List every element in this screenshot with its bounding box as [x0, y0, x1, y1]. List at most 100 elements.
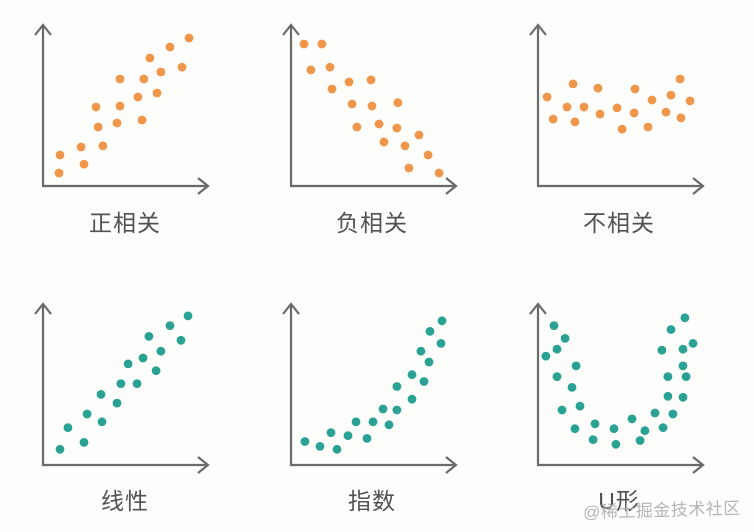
scatter-dot — [378, 404, 388, 414]
scatter-dot — [627, 414, 637, 424]
scatter-dot — [144, 332, 154, 341]
scatter-dot — [640, 426, 650, 436]
scatter-plot-u-shape — [529, 302, 705, 474]
chart-title-u-shape: U形 — [598, 488, 640, 514]
scatter-plot-linear — [34, 302, 210, 474]
scatter-dot — [306, 65, 316, 75]
scatter-dot — [416, 346, 426, 356]
scatter-cell-positive-correlation — [25, 16, 255, 196]
scatter-dot — [115, 74, 125, 84]
scatter-dot — [570, 424, 580, 434]
scatter-dot — [116, 379, 126, 388]
scatter-dot — [562, 102, 572, 112]
scatter-dot — [299, 39, 309, 49]
scatter-dot — [423, 150, 433, 160]
scatter-dot — [549, 321, 559, 330]
scatter-dot — [96, 390, 106, 399]
scatter-plot-negative-correlation — [282, 23, 458, 195]
scatter-dot — [343, 431, 353, 440]
scatter-dot — [434, 168, 444, 178]
scatter-dot — [79, 438, 89, 447]
scatter-dot — [112, 118, 122, 128]
y-axis-arrow-icon — [34, 302, 52, 315]
scatter-dot — [79, 159, 89, 169]
scatter-dot — [609, 424, 619, 434]
scatter-dot — [590, 419, 600, 429]
scatter-dot — [327, 84, 337, 94]
scatter-dot — [552, 344, 562, 354]
scatter-dot — [112, 398, 122, 408]
scatter-dot — [326, 428, 336, 437]
scatter-dot — [145, 53, 155, 63]
scatter-dot — [351, 417, 361, 427]
scatter-dot — [570, 117, 580, 127]
scatter-cell-negative-correlation — [273, 16, 503, 196]
y-axis-arrow-icon — [282, 302, 300, 315]
scatter-dot — [55, 150, 65, 160]
scatter-dot — [685, 96, 695, 106]
scatter-dot — [374, 119, 384, 129]
x-axis-arrow-icon — [692, 456, 705, 474]
scatter-dot — [643, 122, 653, 132]
scatter-dot — [650, 408, 660, 418]
chart-title-negative-correlation: 负相关 — [336, 210, 408, 236]
scatter-dot — [133, 92, 143, 102]
x-axis-arrow-icon — [445, 177, 458, 195]
scatter-dot — [54, 168, 64, 178]
scatter-dot — [567, 383, 577, 392]
scatter-dot — [317, 39, 327, 49]
scatter-dot — [139, 74, 149, 84]
scatter-dot — [132, 379, 142, 388]
scatter-dot — [675, 74, 685, 84]
scatter-dot — [392, 382, 402, 391]
scatter-dot — [661, 107, 671, 117]
scatter-cell-linear — [25, 295, 255, 475]
scatter-dot — [151, 366, 161, 376]
scatter-dot — [404, 163, 414, 173]
watermark: @稀土掘金技术社区 — [583, 498, 742, 523]
scatter-dot — [688, 339, 698, 348]
y-axis-arrow-icon — [529, 23, 547, 36]
scatter-dot — [156, 346, 166, 356]
y-axis-arrow-icon — [529, 302, 547, 315]
chart-title-linear: 线性 — [101, 488, 149, 514]
x-axis-arrow-icon — [197, 177, 210, 195]
scatter-dot — [629, 108, 639, 118]
scatter-dot — [98, 141, 108, 151]
scatter-dot — [666, 325, 676, 334]
scatter-dot — [557, 405, 567, 415]
chart-title-exponential: 指数 — [348, 488, 396, 514]
scatter-dot — [352, 122, 362, 132]
scatter-dots — [541, 313, 698, 449]
scatter-dot — [165, 321, 175, 330]
scatter-dot — [115, 101, 125, 111]
scatter-dot — [437, 316, 447, 326]
scatter-dot — [176, 335, 186, 345]
scatter-dot — [612, 103, 622, 113]
scatter-cell-u-shape — [520, 295, 750, 475]
chart-title-no-correlation: 不相关 — [583, 210, 655, 236]
scatter-dot — [635, 436, 645, 445]
scatter-dot — [97, 417, 107, 427]
scatter-dot — [425, 327, 435, 336]
scatter-dot — [436, 339, 446, 348]
scatter-dot — [611, 439, 621, 449]
scatter-dot — [392, 405, 402, 415]
scatter-plot-positive-correlation — [34, 23, 210, 195]
scatter-dot — [647, 95, 657, 105]
scatter-cell-exponential — [273, 295, 503, 475]
scatter-dot — [579, 102, 589, 112]
scatter-dot — [407, 370, 417, 380]
scatter-dots — [299, 39, 444, 178]
x-axis-arrow-icon — [197, 456, 210, 474]
scatter-dot — [137, 115, 147, 125]
scatter-dot — [332, 444, 342, 454]
scatter-dot — [668, 409, 678, 419]
scatter-dot — [156, 67, 166, 77]
scatter-dot — [568, 79, 578, 89]
scatter-dot — [593, 83, 603, 93]
scatter-dot — [177, 62, 187, 72]
scatter-dot — [680, 313, 690, 323]
y-axis-arrow-icon — [282, 23, 300, 36]
